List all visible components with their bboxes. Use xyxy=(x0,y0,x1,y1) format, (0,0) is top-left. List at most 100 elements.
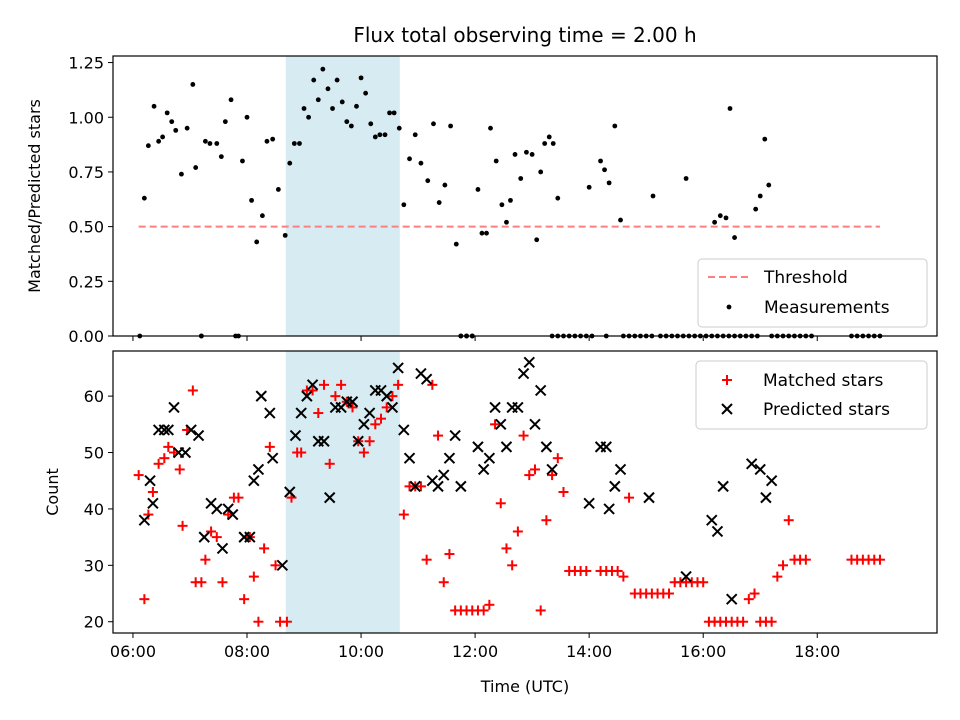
matched-star-point xyxy=(507,560,518,571)
measurement-point xyxy=(650,193,656,199)
predicted-star-point xyxy=(323,491,336,504)
matched-star-point xyxy=(264,441,275,452)
measurement-point xyxy=(315,97,321,103)
measurement-point xyxy=(287,160,293,166)
measurement-point xyxy=(453,241,459,247)
predicted-star-point xyxy=(147,497,159,509)
matched-star-point xyxy=(438,577,449,588)
predicted-star-point xyxy=(643,491,655,504)
predicted-star-point xyxy=(614,463,627,476)
measurement-point xyxy=(407,156,412,162)
matched-star-point xyxy=(163,441,174,452)
predicted-star-point xyxy=(529,418,541,431)
measurement-point xyxy=(193,165,199,170)
matched-star-point xyxy=(581,565,592,576)
legend-predicted-swatch xyxy=(721,403,733,415)
predicted-star-point xyxy=(760,491,772,504)
predicted-star-point xyxy=(216,542,229,555)
matched-star-point xyxy=(358,447,369,458)
measurement-point xyxy=(753,206,759,212)
matched-star-point xyxy=(281,616,292,627)
predicted-star-point xyxy=(409,480,421,493)
measurement-point xyxy=(538,169,544,175)
measurement-point xyxy=(344,119,350,125)
matched-star-point xyxy=(490,419,501,430)
bottom-y-tick-label: 30 xyxy=(84,556,104,575)
measurement-point xyxy=(160,134,166,140)
predicted-star-point xyxy=(255,390,267,402)
measurement-point xyxy=(712,219,718,225)
matched-star-point xyxy=(387,391,398,402)
measurement-point xyxy=(244,114,250,120)
bottom-y-tick-label: 40 xyxy=(84,500,104,519)
bottom-y-axis-label: Count xyxy=(43,468,62,516)
measurement-point xyxy=(297,141,302,146)
bottom-plot-marks xyxy=(133,356,885,627)
predicted-star-point xyxy=(158,424,171,436)
measurement-point xyxy=(145,143,151,149)
measurement-point xyxy=(387,110,392,116)
matched-star-point xyxy=(535,605,546,616)
predicted-star-point xyxy=(534,384,547,397)
measurement-point xyxy=(190,82,196,87)
predicted-star-point xyxy=(192,429,205,442)
matched-star-point xyxy=(143,509,154,520)
measurement-point xyxy=(141,195,147,201)
predicted-star-point xyxy=(363,407,376,419)
measurement-point xyxy=(339,99,345,105)
measurement-point xyxy=(542,141,548,146)
predicted-star-point xyxy=(381,390,393,402)
measurement-point xyxy=(546,134,552,140)
matched-star-point xyxy=(239,594,250,605)
bottom-x-ticks: 06:00 08:00 10:00 12:00 14:00 16:00 18:00 xyxy=(110,633,840,661)
bottom-panel: 20 30 40 50 60 06:00 08:00 10:00 12:00 14:00 16:0… xyxy=(43,350,938,696)
predicted-star-point xyxy=(301,390,313,402)
measurement-point xyxy=(717,213,723,219)
matched-star-point xyxy=(398,509,409,520)
top-y-tick-label: 0.75 xyxy=(68,163,104,182)
measurement-point xyxy=(412,132,418,138)
predicted-star-point xyxy=(706,514,718,526)
measurement-point xyxy=(372,134,378,140)
bottom-y-tick-label: 20 xyxy=(84,613,104,632)
bottom-x-tick-label: 16:00 xyxy=(680,642,726,661)
measurement-point xyxy=(275,187,281,192)
measurement-point xyxy=(382,132,388,138)
predicted-star-point xyxy=(512,401,524,414)
predicted-star-point xyxy=(745,458,758,470)
top-y-tick-label: 0.25 xyxy=(68,272,104,291)
matched-star-point xyxy=(206,526,217,537)
measurement-point xyxy=(766,182,772,188)
predicted-star-point xyxy=(168,401,180,414)
measurement-point xyxy=(325,86,331,92)
matched-star-point xyxy=(547,470,558,481)
predicted-star-point xyxy=(420,373,433,385)
measurement-point xyxy=(179,171,184,177)
matched-star-point xyxy=(211,532,222,543)
matched-star-point xyxy=(196,577,207,588)
bottom-x-tick-label: 18:00 xyxy=(794,642,840,661)
bottom-axes-frame xyxy=(112,350,938,634)
measurement-point xyxy=(151,103,157,109)
matched-star-point xyxy=(415,481,426,492)
measurement-point xyxy=(762,136,768,142)
bottom-x-tick-label: 14:00 xyxy=(566,642,612,661)
matched-star-point xyxy=(270,560,281,571)
matched-star-point xyxy=(393,379,404,390)
matched-star-point xyxy=(495,498,506,509)
matched-star-point xyxy=(421,554,432,565)
measurement-point xyxy=(354,103,359,109)
measurement-point xyxy=(488,125,493,131)
matched-star-point xyxy=(159,453,170,464)
matched-star-point xyxy=(133,470,144,481)
measurement-point xyxy=(164,110,170,116)
top-y-tick-label: 0.00 xyxy=(68,327,104,346)
predicted-star-point xyxy=(472,441,484,453)
bottom-y-ticks: 20 30 40 50 60 xyxy=(84,387,113,632)
bottom-y-tick-label: 60 xyxy=(84,387,104,406)
matched-star-point xyxy=(749,588,760,599)
top-x-ticks xyxy=(132,336,818,341)
predicted-star-point xyxy=(432,480,444,493)
predicted-star-point xyxy=(248,475,260,487)
measurement-point xyxy=(727,106,733,111)
